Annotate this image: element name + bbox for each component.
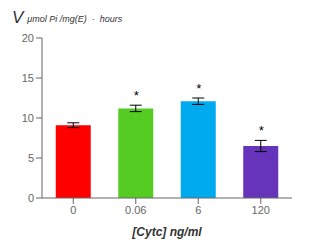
- svg-text:*: *: [133, 88, 139, 103]
- html-text:V μmol Pi /mg(E) · hours: V μmol Pi /mg(E) · hours: [12, 8, 123, 27]
- svg-text:[Cytc] ng/ml: [Cytc] ng/ml: [131, 225, 202, 239]
- svg-text:10: 10: [22, 112, 34, 124]
- svg-text:0: 0: [70, 204, 76, 216]
- svg-text:6: 6: [195, 204, 201, 216]
- svg-text:0: 0: [28, 192, 34, 204]
- svg-text:15: 15: [22, 72, 34, 84]
- svg-text:0.06: 0.06: [125, 204, 146, 216]
- svg-text:*: *: [258, 123, 264, 138]
- svg-text:120: 120: [252, 204, 270, 216]
- svg-text:20: 20: [22, 32, 34, 44]
- svg-text:*: *: [196, 81, 202, 96]
- svg-text:5: 5: [28, 152, 34, 164]
